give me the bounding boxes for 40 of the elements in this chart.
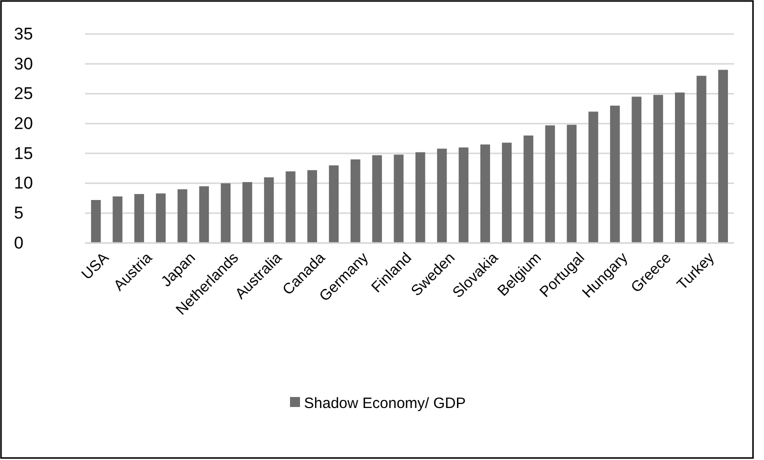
bar bbox=[220, 183, 231, 243]
bar bbox=[480, 144, 490, 243]
bar bbox=[502, 142, 512, 243]
y-tick-label: 10 bbox=[14, 174, 33, 193]
bar bbox=[394, 154, 404, 243]
bar bbox=[610, 106, 620, 243]
bar bbox=[415, 152, 426, 243]
bar bbox=[524, 136, 534, 243]
bar bbox=[242, 182, 252, 243]
bar bbox=[199, 186, 209, 243]
bar bbox=[458, 147, 468, 243]
y-tick-label: 0 bbox=[14, 233, 24, 252]
y-tick-label: 15 bbox=[14, 144, 33, 163]
bar bbox=[307, 170, 318, 243]
bar bbox=[653, 94, 664, 243]
bar bbox=[328, 165, 339, 243]
bar bbox=[264, 177, 274, 243]
y-tick-label: 35 bbox=[14, 24, 33, 44]
bar bbox=[286, 171, 296, 243]
bar bbox=[372, 155, 382, 243]
bar bbox=[112, 196, 122, 243]
bar bbox=[156, 193, 166, 243]
bar bbox=[178, 189, 188, 243]
bar bbox=[588, 112, 598, 243]
y-tick-label: 30 bbox=[14, 54, 33, 74]
y-tick-label: 5 bbox=[14, 204, 24, 223]
bar bbox=[437, 148, 447, 243]
y-tick-label: 20 bbox=[14, 114, 33, 134]
bar bbox=[91, 200, 101, 243]
x-tick-label: USA bbox=[78, 249, 112, 284]
bar bbox=[566, 124, 577, 243]
bar bbox=[134, 194, 144, 243]
bar bbox=[674, 92, 685, 243]
y-tick-label: 25 bbox=[14, 84, 33, 104]
bar bbox=[718, 70, 728, 243]
bar bbox=[545, 125, 555, 243]
bar bbox=[350, 159, 360, 243]
bar bbox=[696, 76, 706, 243]
legend-label: Shadow Economy/ GDP bbox=[304, 395, 466, 412]
bar bbox=[632, 96, 642, 243]
